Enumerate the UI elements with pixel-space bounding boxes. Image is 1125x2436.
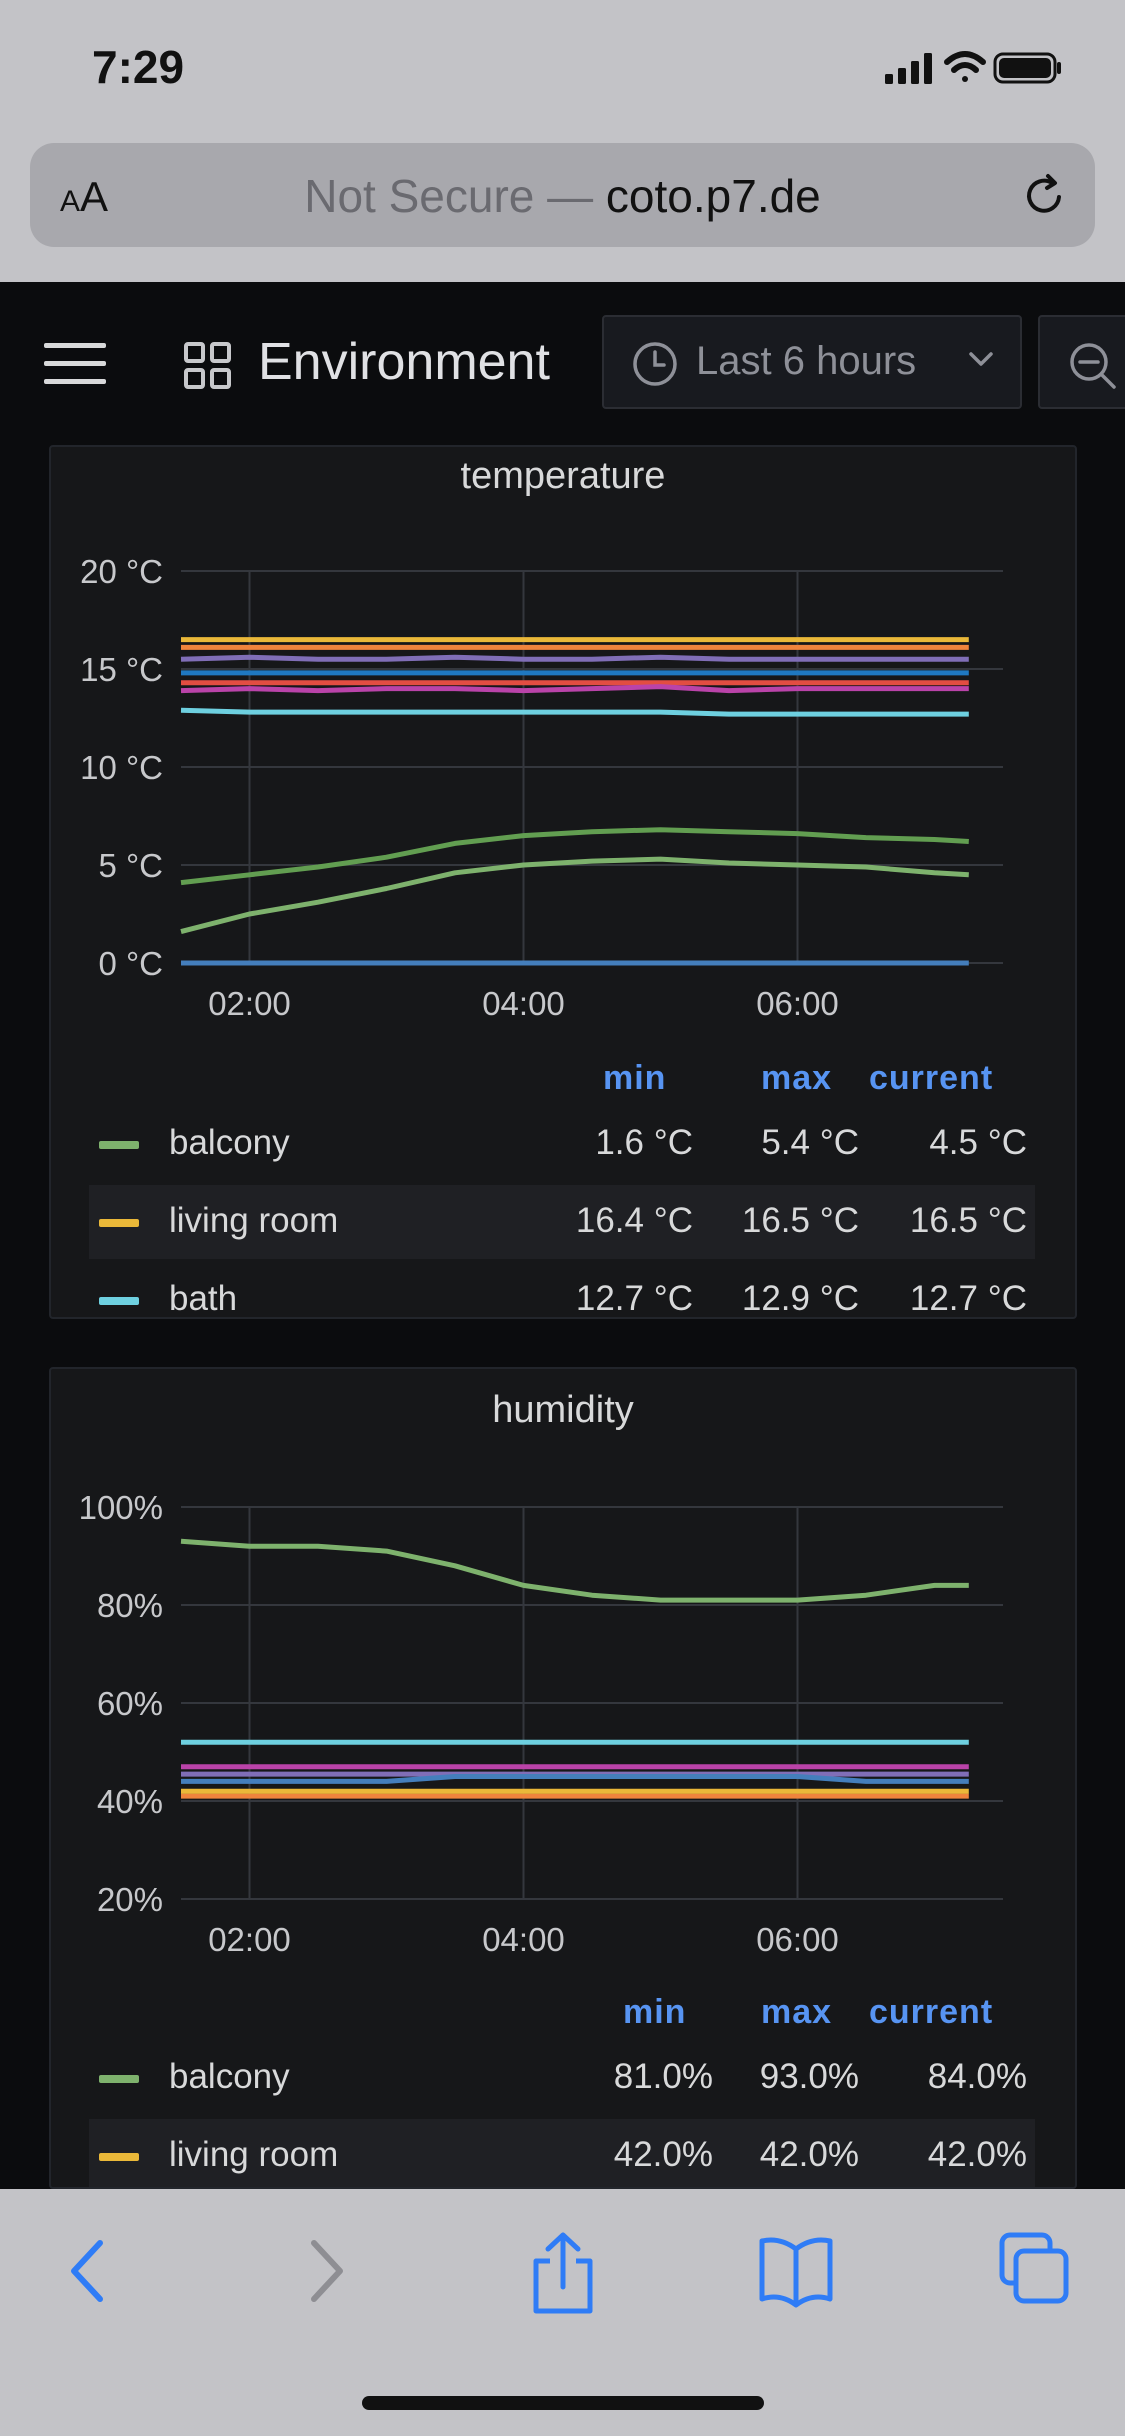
y-tick-label: 60%: [97, 1685, 163, 1722]
series-line[interactable]: [180, 1538, 969, 1603]
legend-header-min[interactable]: min: [623, 1993, 687, 2031]
aa-small-label: A: [60, 185, 81, 218]
panel-title[interactable]: humidity: [492, 1389, 634, 1431]
y-tick-label: 80%: [97, 1587, 163, 1624]
legend-max-value: 5.4 °C: [761, 1123, 859, 1162]
temperature-panel: temperature 0 °C 5 °C 10 °C 15 °C 20 °C 02:00…: [49, 445, 1077, 1319]
back-icon[interactable]: [62, 2231, 112, 2316]
wifi-icon: [944, 51, 986, 82]
legend-max-value: 42.0%: [759, 2135, 859, 2174]
legend-current-value: 4.5 °C: [929, 1123, 1027, 1162]
y-tick-label: 20%: [97, 1881, 163, 1918]
temperature-chart[interactable]: 0 °C 5 °C 10 °C 15 °C 20 °C 02:00 04:00 06:00: [51, 447, 1077, 1047]
aa-large-label: A: [80, 173, 109, 220]
legend-header-min[interactable]: min: [603, 1059, 667, 1097]
url-host: coto.p7.de: [605, 170, 821, 222]
legend-series-name: balcony: [169, 2057, 290, 2096]
browser-address-area: AA Not Secure — coto.p7.de: [0, 140, 1125, 282]
legend-max-value: 12.9 °C: [741, 1279, 859, 1318]
status-bar: 7:29: [0, 0, 1125, 140]
zoom-out-button[interactable]: [1038, 315, 1125, 409]
y-tick-label: 40%: [97, 1783, 163, 1820]
clock-icon: [632, 341, 678, 392]
legend-min-value: 16.4 °C: [575, 1201, 693, 1240]
y-tick-label: 5 °C: [98, 847, 163, 884]
x-tick-label: 06:00: [756, 985, 839, 1022]
address-bar[interactable]: AA Not Secure — coto.p7.de: [30, 143, 1095, 247]
legend-series-name: living room: [169, 2135, 339, 2174]
menu-icon[interactable]: [44, 343, 108, 390]
legend-min-value: 81.0%: [613, 2057, 713, 2096]
y-tick-label: 15 °C: [80, 651, 163, 688]
share-icon[interactable]: [528, 2231, 598, 2320]
panel-title[interactable]: temperature: [460, 455, 666, 497]
series-line[interactable]: [180, 654, 969, 662]
legend-min-value: 12.7 °C: [575, 1279, 693, 1318]
browser-toolbar: [0, 2189, 1125, 2436]
legend-header-current[interactable]: current: [869, 1993, 994, 2031]
time-range-label: Last 6 hours: [696, 339, 917, 383]
legend-swatch: [99, 1297, 139, 1305]
legend-min-value: 42.0%: [613, 2135, 713, 2174]
legend-max-value: 16.5 °C: [741, 1201, 859, 1240]
home-indicator: [362, 2396, 764, 2410]
x-tick-label: 04:00: [482, 985, 565, 1022]
legend-current-value: 12.7 °C: [909, 1279, 1027, 1318]
url-display[interactable]: Not Secure — coto.p7.de: [30, 169, 1095, 223]
y-tick-label: 0 °C: [98, 945, 163, 982]
dashboard-navbar: Environment Last 6 hours: [0, 282, 1125, 445]
x-tick-label: 02:00: [208, 985, 291, 1022]
legend-series-name: balcony: [169, 1123, 290, 1162]
legend-current-value: 84.0%: [927, 2057, 1027, 2096]
zoom-out-icon: [1068, 341, 1118, 396]
legend-current-value: 16.5 °C: [909, 1201, 1027, 1240]
legend-swatch: [99, 2075, 139, 2083]
series-line[interactable]: [181, 1774, 969, 1784]
legend-series-name: living room: [169, 1201, 339, 1240]
legend-swatch: [99, 2153, 139, 2161]
legend-current-value: 42.0%: [927, 2135, 1027, 2174]
legend-row[interactable]: balcony 1.6 °C 5.4 °C 4.5 °C: [89, 1107, 1035, 1181]
legend-row[interactable]: living room 42.0% 42.0% 42.0%: [89, 2119, 1035, 2187]
y-tick-label: 20 °C: [80, 553, 163, 590]
time-range-picker[interactable]: Last 6 hours: [602, 315, 1022, 409]
y-tick-label: 10 °C: [80, 749, 163, 786]
status-time: 7:29: [92, 41, 185, 93]
legend-min-value: 1.6 °C: [595, 1123, 693, 1162]
reload-icon[interactable]: [1019, 171, 1069, 226]
humidity-panel: humidity 20% 40% 60% 80% 100% 02:00 04:00 06:00…: [49, 1367, 1077, 2189]
url-security-label: Not Secure —: [304, 170, 606, 222]
legend-max-value: 93.0%: [759, 2057, 859, 2096]
legend-row[interactable]: living room 16.4 °C 16.5 °C 16.5 °C: [89, 1185, 1035, 1259]
battery-icon: [993, 52, 1061, 84]
series-line[interactable]: [180, 827, 969, 886]
reader-options-button[interactable]: AA: [60, 173, 108, 221]
series-line[interactable]: [180, 856, 969, 935]
legend-row[interactable]: bath 12.7 °C 12.9 °C 12.7 °C: [89, 1263, 1035, 1318]
status-icons: [885, 48, 1065, 93]
signal-icon: [885, 53, 932, 84]
series-line[interactable]: [180, 707, 969, 717]
legend-header-current[interactable]: current: [869, 1059, 994, 1097]
legend-header-max[interactable]: max: [761, 1993, 833, 2031]
humidity-chart[interactable]: 20% 40% 60% 80% 100% 02:00 04:00 06:00: [51, 1369, 1077, 1969]
legend-swatch: [99, 1141, 139, 1149]
x-tick-label: 02:00: [208, 1921, 291, 1958]
x-tick-label: 04:00: [482, 1921, 565, 1958]
series-line[interactable]: [180, 684, 969, 694]
legend-swatch: [99, 1219, 139, 1227]
bookmarks-icon[interactable]: [758, 2231, 834, 2316]
dashboards-grid-icon[interactable]: [184, 342, 232, 395]
x-tick-label: 06:00: [756, 1921, 839, 1958]
legend-header-max[interactable]: max: [761, 1059, 833, 1097]
y-tick-label: 100%: [79, 1489, 163, 1526]
forward-icon[interactable]: [302, 2231, 352, 2316]
legend-series-name: bath: [169, 1279, 238, 1318]
legend-row[interactable]: balcony 81.0% 93.0% 84.0%: [89, 2041, 1035, 2115]
chevron-down-icon: [968, 351, 994, 372]
tabs-icon[interactable]: [998, 2231, 1070, 2312]
dashboard-title[interactable]: Environment: [258, 333, 550, 391]
